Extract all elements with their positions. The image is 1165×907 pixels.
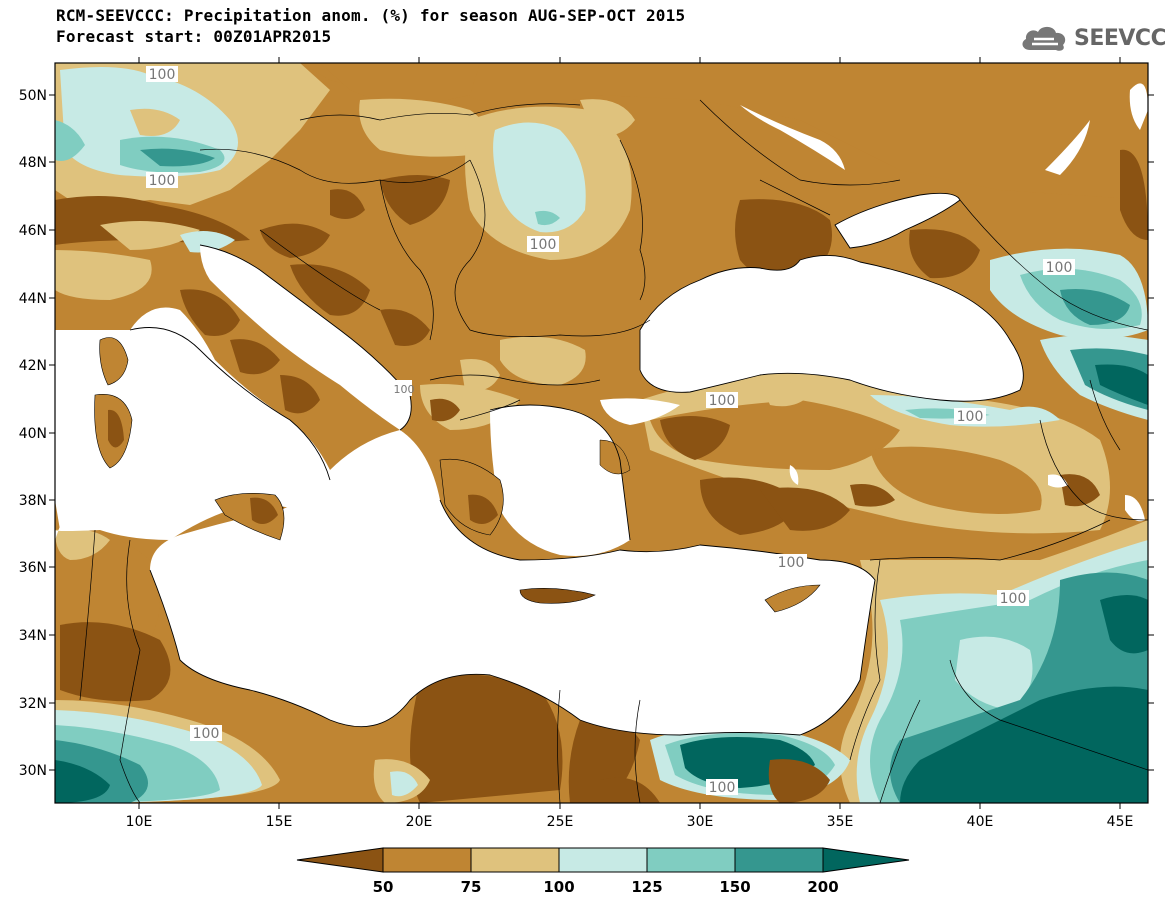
cloud-icon (1022, 26, 1066, 51)
svg-text:100: 100 (778, 555, 805, 571)
colorbar-swatch (558, 847, 648, 873)
lat-tick: 44N (19, 291, 1154, 307)
map-title: RCM-SEEVCCC: Precipitation anom. (%) for… (56, 6, 686, 25)
contour-label: 100 (954, 408, 986, 425)
contour-label: 100 (1043, 259, 1075, 276)
colorbar-swatch (646, 847, 736, 873)
svg-text:30E: 30E (687, 814, 714, 830)
lat-tick: 34N (19, 628, 1154, 644)
colorbar-label: 200 (807, 878, 838, 896)
colorbar: 50 75 100 125 150 200 (296, 847, 910, 896)
lat-tick: 42N (19, 358, 1154, 374)
svg-text:100: 100 (957, 409, 984, 425)
lon-tick: 25E (547, 57, 574, 830)
svg-text:42N: 42N (19, 358, 47, 374)
islands (94, 337, 821, 613)
colorbar-right-arrow (822, 847, 910, 873)
svg-text:36N: 36N (19, 560, 47, 576)
lat-tick: 48N (19, 155, 1154, 171)
lat-tick: 32N (19, 696, 1154, 712)
lat-tick: 46N (19, 223, 1154, 239)
svg-text:100: 100 (1046, 260, 1073, 276)
svg-text:34N: 34N (19, 628, 47, 644)
lon-tick: 45E (1107, 57, 1134, 830)
contour-label: 100 (997, 590, 1029, 607)
svg-text:100: 100 (530, 237, 557, 253)
colorbar-swatch (382, 847, 472, 873)
svg-text:50N: 50N (19, 88, 47, 104)
svg-text:10E: 10E (126, 814, 153, 830)
contour-label: 100 (146, 172, 178, 189)
svg-text:20E: 20E (406, 814, 433, 830)
svg-text:100: 100 (709, 780, 736, 796)
contour-label: 100 (706, 392, 738, 409)
svg-text:100: 100 (394, 383, 415, 396)
svg-text:38N: 38N (19, 493, 47, 509)
lon-tick: 20E (406, 57, 433, 830)
contour-label: 100 (394, 380, 415, 396)
contour-label: 100 (527, 236, 559, 253)
anomaly-field (55, 63, 1148, 803)
contour-label: 100 (775, 554, 807, 571)
svg-text:45E: 45E (1107, 814, 1134, 830)
svg-text:32N: 32N (19, 696, 47, 712)
svg-text:100: 100 (1000, 591, 1027, 607)
country-borders (79, 99, 1148, 803)
svg-text:100: 100 (193, 726, 220, 742)
svg-text:100: 100 (709, 393, 736, 409)
svg-text:48N: 48N (19, 155, 47, 171)
colorbar-swatch (470, 847, 560, 873)
svg-text:40E: 40E (967, 814, 994, 830)
seevccc-logo: SEEVCCC (1018, 22, 1165, 56)
svg-text:46N: 46N (19, 223, 47, 239)
lon-tick: 15E (266, 57, 293, 830)
svg-text:100: 100 (149, 67, 176, 83)
lon-tick: 35E (827, 57, 854, 830)
colorbar-left-arrow (296, 847, 384, 873)
lon-tick: 30E (687, 57, 714, 830)
lat-tick: 38N (19, 493, 1154, 509)
colorbar-label: 125 (631, 878, 662, 896)
colorbar-swatch (734, 847, 824, 873)
lat-tick: 50N (19, 88, 1154, 104)
colorbar-label: 100 (543, 878, 574, 896)
svg-text:40N: 40N (19, 426, 47, 442)
lon-tick: 10E (126, 57, 153, 830)
lon-tick: 40E (967, 57, 994, 830)
longitude-axis: 10E 15E 20E 25E 30E 35E 40E 45E (126, 57, 1134, 830)
contour-labels: 100 100 100 100 100 100 100 100 100 100 … (146, 66, 1075, 796)
svg-text:25E: 25E (547, 814, 574, 830)
svg-text:15E: 15E (266, 814, 293, 830)
svg-text:30N: 30N (19, 763, 47, 779)
contour-label: 100 (190, 725, 222, 742)
colorbar-label: 150 (719, 878, 750, 896)
latitude-axis: 50N 48N 46N 44N 42N 40N 38N 36N 34N 32N … (19, 88, 1154, 779)
contour-label: 100 (706, 779, 738, 796)
colorbar-label: 50 (373, 878, 394, 896)
colorbar-label: 75 (461, 878, 482, 896)
svg-text:35E: 35E (827, 814, 854, 830)
lat-tick: 36N (19, 560, 1154, 576)
coastlines (129, 192, 1024, 736)
lat-tick: 30N (19, 763, 1154, 779)
forecast-start-label: Forecast start: 00Z01APR2015 (56, 27, 332, 46)
svg-text:44N: 44N (19, 291, 47, 307)
svg-text:100: 100 (149, 173, 176, 189)
contour-label: 100 (146, 66, 178, 83)
lat-tick: 40N (19, 426, 1154, 442)
